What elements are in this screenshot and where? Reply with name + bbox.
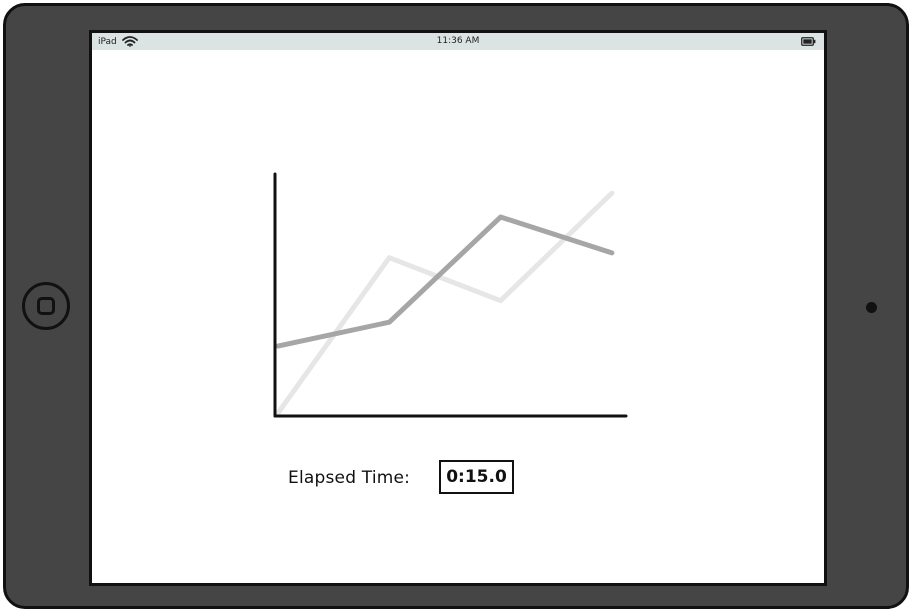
elapsed-time-value: 0:15.0 [439,460,514,494]
line-chart [273,172,628,418]
home-button[interactable] [22,282,70,330]
chart-series-group [275,190,615,416]
status-bar: iPad 11:36 AM [92,33,824,50]
camera-dot [866,302,877,313]
series-line-1 [275,190,615,416]
screen: iPad 11:36 AM Elapsed Time: 0:15.0 [89,30,827,586]
elapsed-time-label: Elapsed Time: [288,468,411,488]
status-time: 11:36 AM [436,36,480,46]
series-line-2 [275,214,615,349]
device-name: iPad [98,36,117,47]
home-button-square-icon [37,297,55,315]
battery-icon [801,37,816,46]
status-left: iPad [98,36,138,47]
wifi-icon [121,36,138,47]
